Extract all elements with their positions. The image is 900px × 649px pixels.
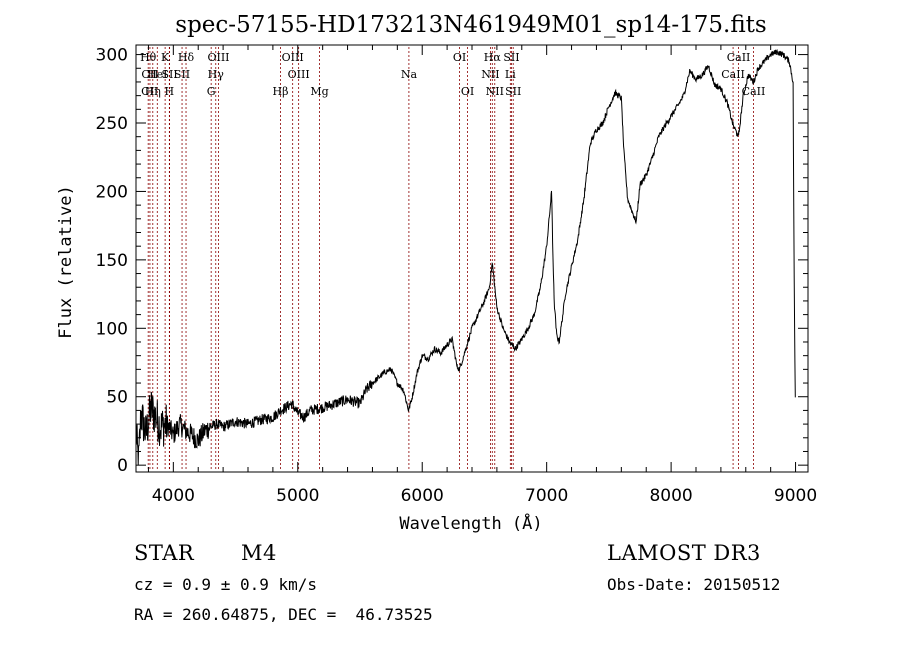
line-marker-label: SII bbox=[505, 85, 521, 98]
line-marker-label: Hγ bbox=[208, 68, 225, 81]
line-marker-label: Na bbox=[401, 68, 418, 81]
y-tick-label: 0 bbox=[117, 456, 128, 476]
y-tick-label: 250 bbox=[96, 114, 128, 134]
line-marker-label: NII bbox=[486, 85, 504, 98]
x-tick-label: 8000 bbox=[649, 486, 692, 506]
line-marker-label: SII bbox=[161, 68, 177, 81]
x-tick-label: 7000 bbox=[525, 486, 568, 506]
plot-frame bbox=[135, 44, 809, 473]
line-marker-label: Hη bbox=[145, 85, 161, 98]
object-subclass: M4 bbox=[241, 541, 277, 565]
spectrum-line bbox=[135, 48, 796, 466]
x-axis-label: Wavelength (Å) bbox=[399, 512, 542, 534]
x-tick-label: 9000 bbox=[774, 486, 817, 506]
line-marker-label: OIII bbox=[207, 51, 229, 64]
x-tick-label: 4000 bbox=[152, 486, 195, 506]
axis-ticks: 4000 5000 6000 7000 8000 9000 0 50 100 150 200 250 3… bbox=[96, 45, 817, 506]
line-marker-label: NII bbox=[481, 68, 499, 81]
line-marker-label: CII bbox=[141, 85, 158, 98]
y-tick-label: 100 bbox=[96, 319, 128, 339]
line-marker-label: OI bbox=[461, 85, 474, 98]
line-marker-label: Hδ bbox=[178, 51, 195, 64]
y-tick-label: 50 bbox=[106, 388, 128, 408]
redshift-readout: cz = 0.9 ± 0.9 km/s bbox=[134, 575, 318, 594]
x-tick-label: 5000 bbox=[276, 486, 319, 506]
observation-date: Obs-Date: 20150512 bbox=[607, 575, 781, 594]
coordinates-readout: RA = 260.64875, DEC = 46.73525 bbox=[134, 605, 433, 624]
y-tick-label: 200 bbox=[96, 182, 128, 202]
line-marker-label: CII bbox=[141, 68, 158, 81]
line-marker-label: SII bbox=[174, 68, 190, 81]
object-class: STAR bbox=[134, 541, 195, 565]
line-marker-label: OIII bbox=[288, 68, 310, 81]
line-marker-label: K bbox=[161, 51, 170, 64]
line-marker-label: Hα bbox=[484, 51, 502, 64]
line-marker-label: Li bbox=[505, 68, 516, 81]
line-marker-label: Hθ bbox=[140, 51, 157, 64]
line-marker-label: OI bbox=[453, 51, 466, 64]
y-tick-label: 300 bbox=[96, 46, 128, 66]
line-marker-label: HeI bbox=[147, 68, 167, 81]
line-marker-label: H bbox=[165, 85, 175, 98]
y-axis-label: Flux (relative) bbox=[56, 185, 76, 339]
line-marker-label: Hβ bbox=[273, 85, 289, 98]
line-marker-label: CaII bbox=[727, 51, 751, 64]
survey-name: LAMOST DR3 bbox=[607, 541, 761, 565]
line-marker-label: CaII bbox=[721, 68, 745, 81]
line-marker-label: SII bbox=[503, 51, 519, 64]
line-marker-label: Mg bbox=[310, 85, 328, 98]
chart-title: spec-57155-HD173213N461949M01_sp14-175.f… bbox=[175, 12, 766, 38]
x-tick-label: 6000 bbox=[401, 486, 444, 506]
line-markers bbox=[147, 47, 754, 471]
line-marker-label: OIII bbox=[282, 51, 304, 64]
y-tick-label: 150 bbox=[96, 251, 128, 271]
line-marker-label: CaII bbox=[742, 85, 766, 98]
line-marker-label: G bbox=[207, 85, 216, 98]
